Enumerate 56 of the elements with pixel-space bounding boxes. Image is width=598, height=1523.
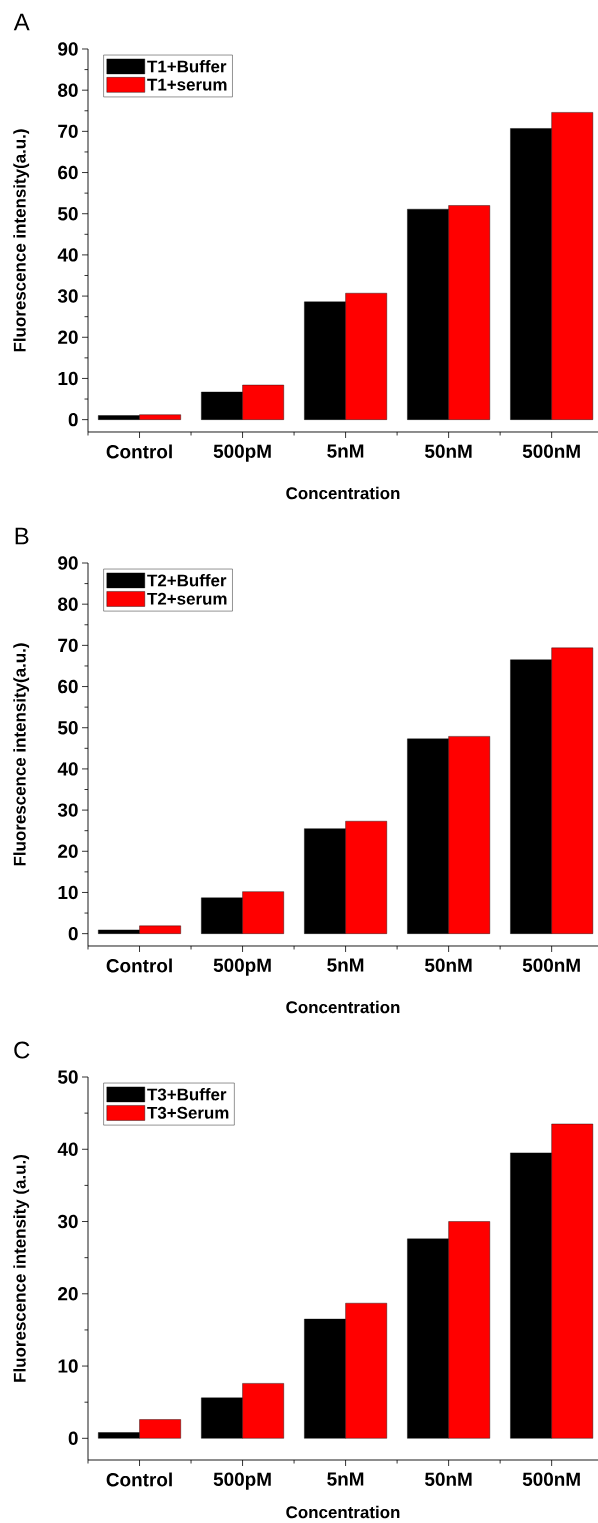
y-tick-label: 10 [58,885,78,900]
y-tick-label: 80 [58,83,78,97]
x-tick-label: 50nM [425,444,472,458]
y-axis-title: Fluorescence intensity(a.u.) [13,643,30,866]
y-tick-label: 70 [58,638,78,653]
x-tick-label: 500pM [213,1472,271,1490]
y-tick-label: 0 [68,1431,78,1446]
y-tick-label: 40 [57,762,78,776]
y-tick-label: 40 [57,1142,78,1156]
x-tick-label: 50nM [425,958,472,972]
y-tick-label: 20 [58,844,78,858]
x-tick-label: 5nM [327,1472,364,1486]
y-tick-label: 20 [58,1287,78,1301]
x-tick-label: 500pM [213,444,271,462]
legend-label: T1+serum [147,78,227,91]
y-tick-label: 90 [58,42,78,56]
chart-title: B [15,527,29,545]
y-axis-title: Fluorescence intensity(a.u.) [13,129,30,352]
x-tick-label: 500pM [213,958,271,976]
y-tick-label: 40 [57,248,78,262]
y-axis-title: Fluorescence intensity (a.u.) [13,1155,30,1382]
legend-label: T3+Buffer [147,1088,227,1101]
x-tick-label: Control [106,1472,172,1487]
y-tick-label: 30 [57,1214,78,1229]
y-tick-label: 30 [57,803,78,817]
legend-label: T3+Serum [147,1106,229,1119]
x-tick-label: 50nM [425,1472,472,1486]
x-tick-label: 5nM [327,444,364,458]
x-tick-label: 5nM [327,958,364,972]
y-tick-label: 0 [68,412,78,427]
y-tick-label: 50 [58,1070,78,1084]
chart-title: C [14,1041,30,1059]
y-tick-label: 20 [58,330,78,344]
y-tick-label: 90 [58,556,78,570]
x-tick-label: 500nM [522,958,580,972]
y-tick-label: 50 [58,207,78,221]
x-axis-title: Concentration [286,1000,400,1014]
x-tick-label: 500nM [522,444,580,458]
legend-label: T2+Buffer [147,574,227,587]
x-axis-title: Concentration [286,1505,400,1519]
y-tick-label: 80 [58,597,78,611]
y-tick-label: 70 [58,124,78,139]
y-tick-label: 60 [58,679,78,694]
y-tick-label: 10 [58,371,78,386]
x-axis-title: Concentration [286,486,400,500]
y-tick-label: 0 [68,926,78,941]
y-tick-label: 10 [58,1359,78,1373]
legend-label: T1+Buffer [147,60,227,73]
legend-label: T2+serum [147,592,227,605]
y-tick-label: 60 [58,165,78,180]
chart-title: A [13,13,30,31]
x-tick-label: Control [106,444,172,459]
x-tick-label: 500nM [522,1472,580,1486]
x-tick-label: Control [106,958,172,973]
y-tick-label: 50 [58,721,78,735]
y-tick-label: 30 [57,289,78,303]
